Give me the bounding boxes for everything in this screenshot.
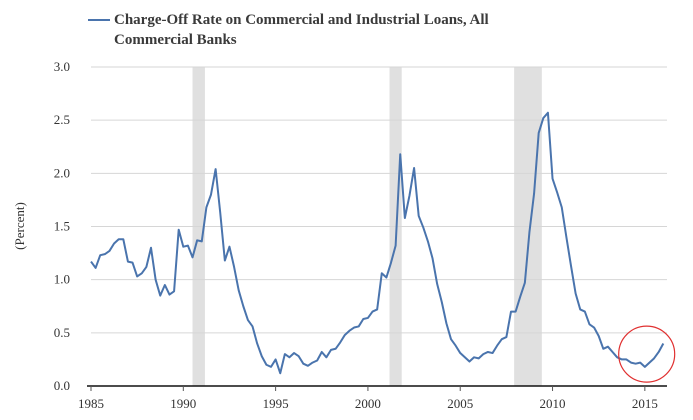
legend-swatch — [88, 19, 110, 21]
x-tick-label: 1995 — [263, 396, 289, 411]
annotations — [618, 325, 676, 383]
legend-label: Charge-Off Rate on Commercial and Indust… — [114, 12, 489, 48]
axes: 0.0 0.5 1.0 1.5 2.0 2.5 3.0 1985 1990 1995 2000 200… — [54, 59, 667, 411]
x-tick-label: 2010 — [540, 396, 566, 411]
y-axis-label: (Percent) — [12, 202, 27, 250]
y-tick-label: 1.5 — [54, 219, 70, 234]
x-tick-label: 2005 — [447, 396, 473, 411]
series-line — [90, 111, 665, 375]
y-tick-label: 2.0 — [54, 165, 70, 180]
x-tick-label: 1990 — [170, 396, 196, 411]
y-tick-label: 1.0 — [54, 272, 70, 287]
y-tick-label: 0.0 — [54, 378, 70, 393]
x-tick-label: 1985 — [78, 396, 104, 411]
gridlines — [91, 66, 667, 334]
y-tick-label: 0.5 — [54, 325, 70, 340]
highlight-circle — [618, 325, 676, 383]
x-tick-label: 2015 — [632, 396, 658, 411]
y-tick-label: 2.5 — [54, 112, 70, 127]
y-tick-label: 3.0 — [54, 59, 70, 74]
x-tick-label: 2000 — [355, 396, 381, 411]
series-layer — [90, 111, 665, 375]
